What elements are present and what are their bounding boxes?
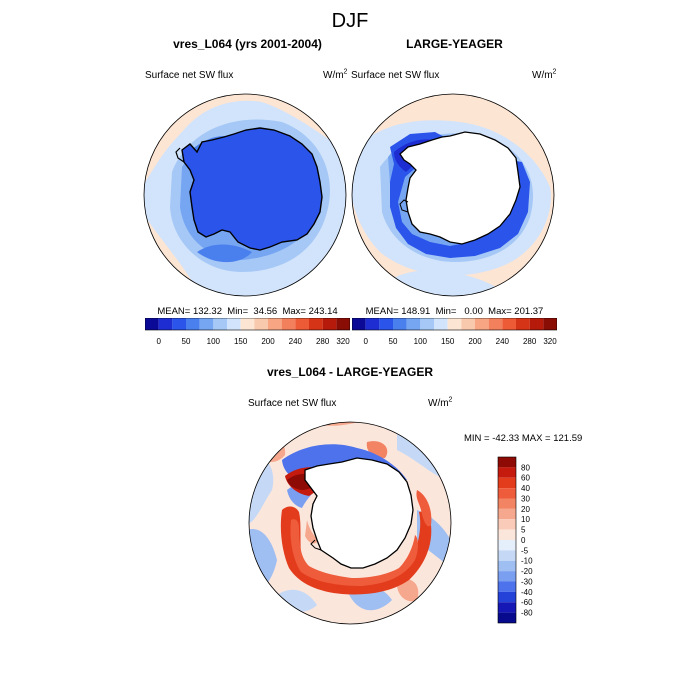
cb3-tick: -10 bbox=[521, 557, 533, 566]
panel1-stats: MEAN= 132.32 Min= 34.56 Max= 243.14 bbox=[157, 306, 338, 317]
panel2-colorbar: 0 50 100 150 200 240 280 320 bbox=[352, 318, 557, 346]
cb3-tick: -80 bbox=[521, 609, 533, 618]
cb3-tick: 10 bbox=[521, 515, 530, 524]
cb1-tick: 100 bbox=[207, 337, 221, 346]
cb2-tick: 240 bbox=[496, 337, 510, 346]
cb3-tick: 5 bbox=[521, 526, 526, 535]
cb3-tick: -5 bbox=[521, 546, 529, 555]
cb1-tick: 240 bbox=[289, 337, 303, 346]
cb3-tick: 30 bbox=[521, 494, 530, 503]
page-title: DJF bbox=[331, 10, 369, 32]
panel3-colorbar-ticks: 80 60 40 30 20 10 5 0 -5 -10 -20 -30 -40… bbox=[521, 463, 533, 617]
cb2-tick: 320 bbox=[543, 337, 557, 346]
cb1-tick: 0 bbox=[156, 337, 161, 346]
panel1-variable: Surface net SW flux bbox=[145, 70, 234, 81]
cb3-tick: -30 bbox=[521, 577, 533, 586]
panel2-colorbar-swatches bbox=[352, 318, 557, 331]
cb3-tick: -40 bbox=[521, 588, 533, 597]
panel3-stats: MIN = -42.33 MAX = 121.59 bbox=[464, 433, 583, 444]
cb3-tick: 80 bbox=[521, 463, 530, 472]
panel2-variable: Surface net SW flux bbox=[351, 70, 440, 81]
cb3-tick: 0 bbox=[521, 536, 526, 545]
cb2-tick: 280 bbox=[523, 337, 537, 346]
cb2-tick: 200 bbox=[468, 337, 482, 346]
panel3-map bbox=[248, 421, 452, 625]
panel1-colorbar: 0 50 100 150 200 240 280 320 bbox=[145, 318, 350, 346]
panel1-title: vres_L064 (yrs 2001-2004) bbox=[173, 37, 322, 51]
cb3-tick: 20 bbox=[521, 505, 530, 514]
cb1-tick: 320 bbox=[336, 337, 350, 346]
cb1-tick: 280 bbox=[316, 337, 330, 346]
panel2-map bbox=[351, 93, 555, 297]
panel3-variable: Surface net SW flux bbox=[248, 398, 337, 409]
panel1-colorbar-swatches bbox=[145, 318, 350, 331]
panel1-units: W/m2 bbox=[323, 68, 348, 81]
panel3-colorbar-swatches bbox=[497, 456, 517, 624]
cb3-tick: 60 bbox=[521, 474, 530, 483]
panel2-colorbar-ticks: 0 50 100 150 200 240 280 320 bbox=[363, 337, 557, 346]
cb2-tick: 0 bbox=[363, 337, 368, 346]
cb2-tick: 150 bbox=[441, 337, 455, 346]
cb1-tick: 50 bbox=[182, 337, 191, 346]
panel3-units: W/m2 bbox=[428, 396, 453, 409]
cb3-tick: -60 bbox=[521, 598, 533, 607]
panel2-stats: MEAN= 148.91 Min= 0.00 Max= 201.37 bbox=[365, 306, 544, 317]
panel1-colorbar-ticks: 0 50 100 150 200 240 280 320 bbox=[156, 337, 350, 346]
panel2-units: W/m2 bbox=[532, 68, 557, 81]
cb2-tick: 100 bbox=[414, 337, 428, 346]
panel3-colorbar: 80 60 40 30 20 10 5 0 -5 -10 -20 -30 -40… bbox=[497, 456, 533, 624]
panel2-title: LARGE-YEAGER bbox=[406, 37, 503, 51]
cb1-tick: 150 bbox=[234, 337, 248, 346]
panel1-map bbox=[143, 93, 347, 297]
cb3-tick: -20 bbox=[521, 567, 533, 576]
cb3-tick: 40 bbox=[521, 484, 530, 493]
cb1-tick: 200 bbox=[261, 337, 275, 346]
panel3-title: vres_L064 - LARGE-YEAGER bbox=[266, 365, 434, 379]
cb2-tick: 50 bbox=[389, 337, 398, 346]
